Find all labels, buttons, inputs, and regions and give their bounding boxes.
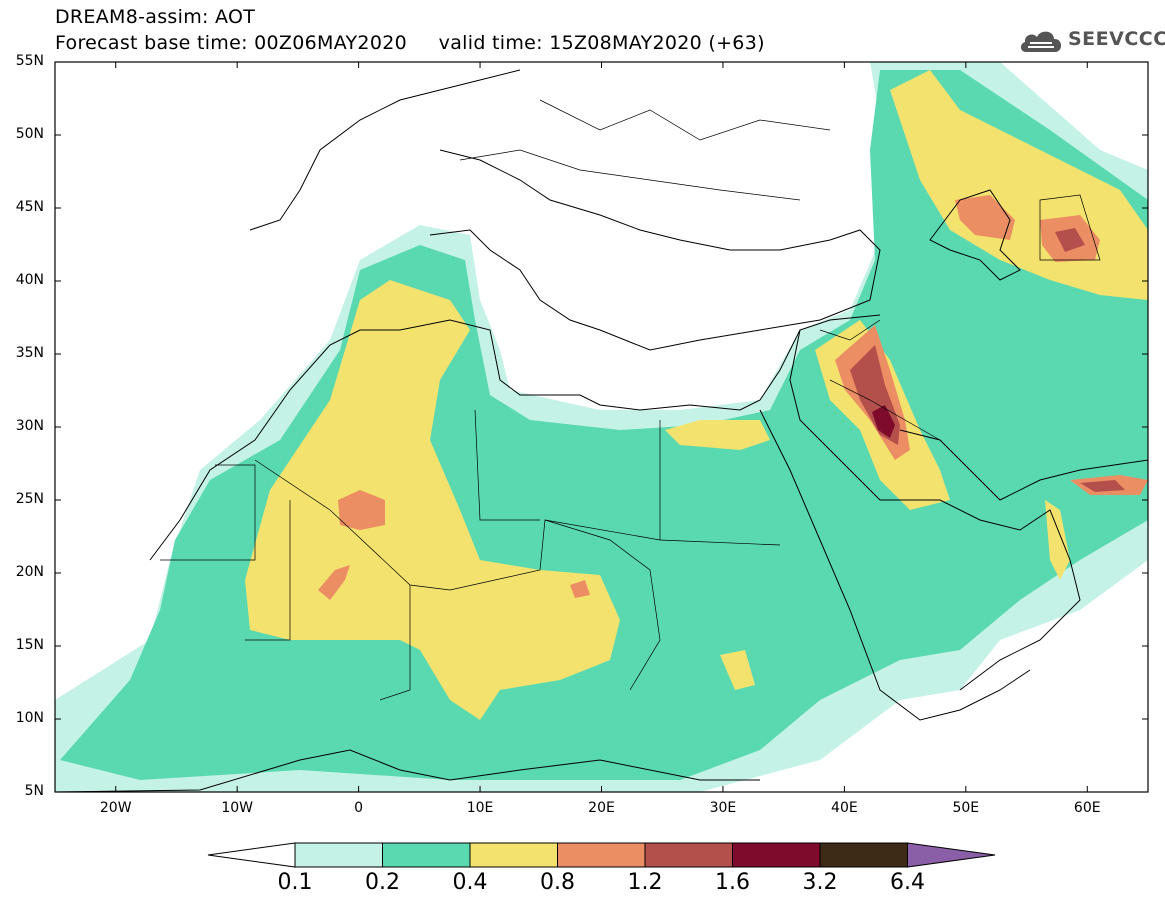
lat-label: 20N bbox=[15, 564, 44, 580]
colorbar bbox=[207, 842, 996, 868]
colorbar-swatch bbox=[557, 842, 646, 868]
lat-label: 45N bbox=[15, 199, 44, 215]
colorbar-swatch bbox=[819, 842, 908, 868]
colorbar-label: 0.8 bbox=[540, 870, 575, 895]
aot-contour-1.2-turkmen bbox=[1055, 228, 1085, 252]
coastlines bbox=[55, 69, 1148, 792]
seevccc-logo: SEEVCCC bbox=[1018, 26, 1165, 56]
lat-label: 50N bbox=[15, 126, 44, 142]
aot-contour-1.6-iraq bbox=[872, 405, 895, 438]
lon-label: 10W bbox=[221, 800, 253, 816]
colorbar-swatch bbox=[382, 842, 471, 868]
colorbar-label: 1.6 bbox=[715, 870, 750, 895]
lat-label: 5N bbox=[24, 783, 44, 799]
aot-contour-0.4-sudan bbox=[720, 650, 755, 690]
lon-label: 30E bbox=[709, 800, 737, 816]
colorbar-label: 1.2 bbox=[627, 870, 663, 895]
colorbar-swatch bbox=[469, 842, 558, 868]
aot-field bbox=[55, 62, 1148, 792]
aot-contour-0.4-levant bbox=[665, 420, 770, 450]
lat-label: 35N bbox=[15, 345, 44, 361]
lat-label: 30N bbox=[15, 418, 44, 434]
colorbar-label: 0.2 bbox=[365, 870, 400, 895]
map-title: DREAM8-assim: AOT bbox=[55, 6, 256, 28]
colorbar-over-arrow bbox=[907, 842, 996, 868]
lon-label: 0 bbox=[354, 800, 364, 816]
lon-label: 40E bbox=[831, 800, 858, 816]
aot-contour-0.8-mali bbox=[318, 565, 350, 600]
logo-text: SEEVCCC bbox=[1068, 28, 1165, 50]
colorbar-label: 0.1 bbox=[277, 870, 313, 895]
lat-label: 55N bbox=[15, 53, 44, 69]
aot-contour-0.8-caspian bbox=[955, 195, 1015, 240]
colorbar-swatch bbox=[732, 842, 821, 868]
aot-contour-0.4 bbox=[245, 280, 620, 720]
lat-label: 15N bbox=[15, 637, 44, 653]
lat-label: 10N bbox=[15, 710, 44, 726]
lon-label: 10E bbox=[466, 800, 494, 816]
country-borders bbox=[160, 99, 1101, 701]
colorbar-swatch bbox=[644, 842, 733, 868]
lon-label: 20E bbox=[588, 800, 615, 816]
colorbar-under-arrow bbox=[207, 842, 296, 868]
aot-contour-0.8-chad bbox=[570, 580, 590, 598]
lon-label: 60E bbox=[1073, 800, 1101, 816]
colorbar-label: 0.4 bbox=[452, 870, 488, 895]
lat-label: 25N bbox=[15, 491, 44, 507]
aot-contour-0.8-sahara bbox=[338, 490, 385, 530]
cloud-icon bbox=[1020, 31, 1062, 52]
lat-label: 40N bbox=[15, 272, 44, 288]
axis-ticks bbox=[55, 61, 1148, 793]
colorbar-label: 3.2 bbox=[802, 870, 838, 895]
colorbar-label: 6.4 bbox=[890, 870, 925, 895]
aot-contour-0.4-oman bbox=[1045, 500, 1070, 580]
colorbar-swatch bbox=[294, 842, 383, 868]
forecast-time-subtitle: Forecast base time: 00Z06MAY2020 valid t… bbox=[55, 32, 765, 54]
aot-contour-1.2-gulf bbox=[1080, 480, 1125, 492]
lon-label: 50E bbox=[952, 800, 980, 816]
lon-label: 20W bbox=[99, 800, 132, 816]
